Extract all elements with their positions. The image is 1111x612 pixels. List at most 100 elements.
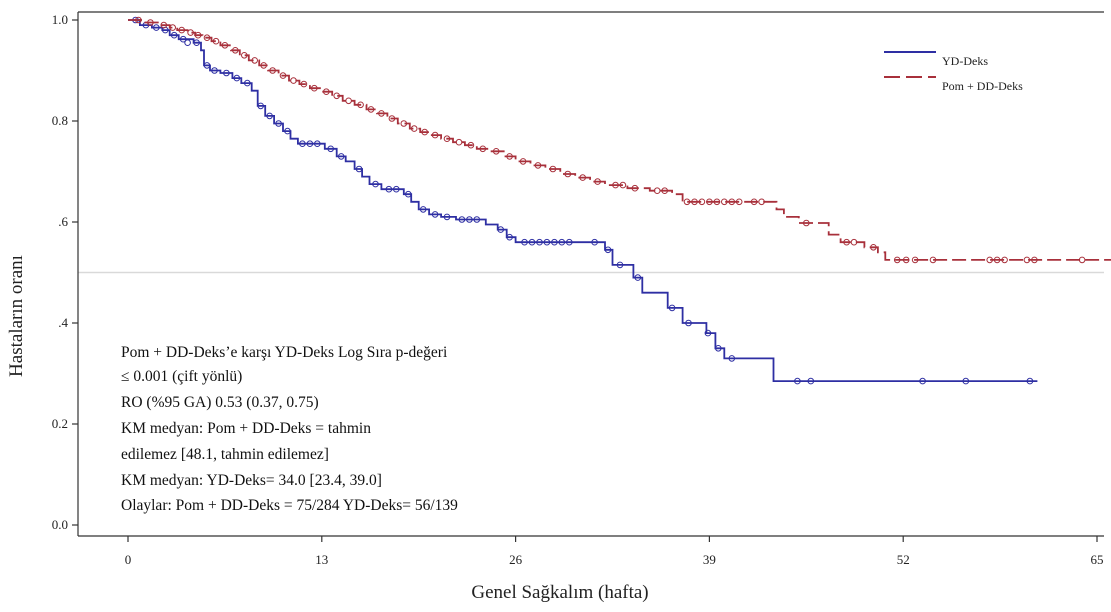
- censor-mark: [193, 39, 200, 47]
- censor-mark: [187, 29, 194, 36]
- y-tick-label: .6: [58, 214, 68, 229]
- censor-mark: [728, 355, 736, 362]
- censor-mark: [721, 198, 728, 206]
- annotation-line-2: ≤ 0.001 (çift yönlü): [121, 368, 242, 385]
- y-axis-title: Hastaların oranı: [6, 255, 27, 377]
- censor-mark: [311, 84, 318, 92]
- censor-mark: [803, 219, 810, 227]
- censor-mark: [893, 256, 901, 264]
- censor-mark: [566, 238, 573, 246]
- x-tick-label: 0: [125, 552, 132, 567]
- censor-mark: [257, 102, 265, 110]
- censor-mark: [549, 165, 557, 173]
- censor-mark: [634, 274, 642, 281]
- censor-mark: [431, 131, 439, 139]
- y-tick-label: 0.2: [52, 416, 68, 431]
- censor-mark: [1078, 256, 1086, 264]
- censor-mark: [251, 57, 258, 64]
- x-tick-label: 65: [1091, 552, 1104, 567]
- censor-mark: [355, 165, 363, 173]
- censor-mark: [410, 125, 418, 132]
- censor-mark: [558, 238, 566, 246]
- y-tick-label: .4: [58, 315, 68, 330]
- censor-mark: [393, 185, 400, 193]
- censor-mark: [594, 178, 601, 185]
- statistics-annotation: Pom + DD-Deks’e karşı YD-Deks Log Sıra p…: [121, 344, 458, 514]
- censor-mark: [372, 180, 379, 188]
- censor-mark: [194, 31, 202, 39]
- censor-mark: [604, 246, 612, 254]
- x-tick-label: 52: [897, 552, 910, 567]
- x-tick-label: 26: [509, 552, 523, 567]
- censor-mark: [314, 140, 321, 147]
- censor-mark: [506, 233, 513, 241]
- series-layer: [128, 16, 1111, 385]
- censor-mark: [323, 88, 330, 95]
- censor-mark: [919, 377, 926, 385]
- censor-mark: [685, 319, 692, 327]
- censor-mark: [1023, 256, 1031, 264]
- censor-mark: [519, 158, 527, 165]
- censor-mark: [367, 106, 375, 113]
- censor-mark: [735, 198, 743, 206]
- censor-mark: [241, 52, 248, 59]
- annotation-line-3: RO (%95 GA) 0.53 (0.37, 0.75): [121, 394, 319, 411]
- censor-mark: [260, 62, 268, 69]
- ticks-layer: 0 13 26 39 52 65 0.0 0.2 .4 .6 0.8 1.0: [52, 12, 1104, 567]
- censor-mark: [591, 238, 598, 246]
- annotation-line-4: KM medyan: Pom + DD-Deks = tahmin: [121, 420, 371, 437]
- censor-mark: [758, 198, 765, 206]
- censor-mark: [993, 256, 1001, 264]
- censor-mark: [135, 16, 142, 24]
- censor-mark: [653, 187, 661, 194]
- censor-mark: [232, 47, 239, 54]
- censor-mark: [275, 120, 282, 127]
- x-tick-label: 13: [315, 552, 328, 567]
- censor-mark: [279, 72, 287, 79]
- censor-mark: [473, 216, 481, 223]
- censor-mark: [203, 62, 211, 69]
- censor-mark: [536, 238, 543, 246]
- censor-mark: [870, 244, 877, 251]
- censor-mark: [290, 77, 297, 84]
- censor-mark: [169, 24, 176, 31]
- censor-mark: [266, 112, 273, 120]
- censor-mark: [458, 216, 466, 223]
- censor-mark: [211, 67, 218, 74]
- censor-mark: [704, 329, 712, 337]
- censor-mark: [506, 153, 513, 160]
- censor-mark: [843, 238, 850, 246]
- censor-mark: [668, 304, 676, 312]
- censor-mark: [178, 26, 185, 34]
- y-tick-label: 1.0: [52, 12, 68, 27]
- censor-mark: [300, 80, 308, 88]
- censor-mark: [284, 127, 291, 135]
- censor-mark: [631, 184, 639, 192]
- censor-mark: [223, 69, 230, 77]
- legend-label-yd-deks: YD-Deks: [942, 54, 988, 68]
- censor-mark: [715, 345, 722, 352]
- censor-mark: [1001, 256, 1008, 264]
- censor-mark: [551, 238, 558, 246]
- annotation-line-7: Olaylar: Pom + DD-Deks = 75/284 YD-Deks=…: [121, 497, 458, 514]
- annotation-line-5: edilemez [48.1, tahmin edilemez]: [121, 446, 329, 463]
- censor-mark: [528, 238, 536, 246]
- censor-mark: [269, 67, 276, 74]
- censor-mark: [683, 198, 691, 206]
- series-yd-deks: [128, 16, 1038, 385]
- censor-mark: [543, 238, 551, 246]
- censor-mark: [962, 377, 970, 385]
- censor-mark: [521, 238, 528, 246]
- y-tick-label: 0.0: [52, 517, 68, 532]
- censor-mark: [691, 198, 698, 206]
- censor-mark: [203, 34, 211, 42]
- annotation-line-6: KM medyan: YD-Deks= 34.0 [23.4, 39.0]: [121, 472, 382, 489]
- legend: YD-Deks Pom + DD-Deks: [884, 51, 1023, 93]
- censor-mark: [794, 377, 801, 385]
- censor-mark: [299, 140, 306, 147]
- censor-mark: [579, 174, 587, 181]
- censor-mark: [421, 128, 429, 136]
- censor-mark: [455, 138, 463, 146]
